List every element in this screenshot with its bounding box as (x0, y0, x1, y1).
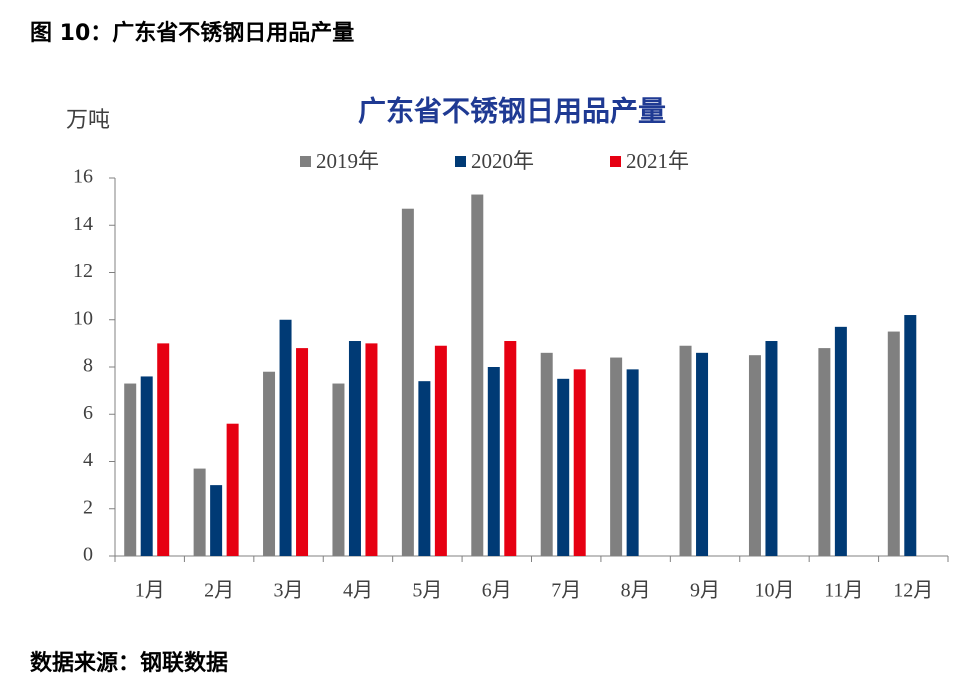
legend-swatch (610, 156, 621, 167)
x-tick-label: 7月 (551, 580, 581, 602)
x-tick-label: 11月 (824, 580, 863, 602)
legend-label: 2021年 (626, 149, 689, 173)
x-tick-label: 3月 (274, 580, 304, 602)
x-tick-label: 2月 (204, 580, 234, 602)
bar (504, 341, 517, 556)
y-tick-label: 4 (83, 449, 93, 471)
y-tick-label: 14 (73, 213, 93, 235)
y-tick-label: 2 (83, 496, 93, 518)
bar (679, 345, 692, 556)
bar (887, 331, 900, 556)
x-tick-label: 8月 (621, 580, 651, 602)
x-tick-label: 12月 (893, 580, 933, 602)
bar (626, 369, 639, 556)
bar (140, 376, 153, 556)
x-tick-label: 5月 (412, 580, 442, 602)
bar (296, 348, 309, 556)
bar (696, 352, 709, 556)
bar (332, 383, 345, 556)
bar (573, 369, 586, 556)
bar (263, 371, 276, 556)
x-tick-label: 6月 (482, 580, 512, 602)
legend-label: 2020年 (471, 149, 534, 173)
bar (365, 343, 378, 556)
bar (904, 315, 917, 556)
bar (418, 381, 431, 556)
bar (124, 383, 137, 556)
x-tick-label: 10月 (754, 580, 794, 602)
legend-label: 2019年 (316, 149, 379, 173)
bar (487, 367, 500, 556)
x-tick-label: 9月 (690, 580, 720, 602)
x-tick-label: 4月 (343, 580, 373, 602)
y-tick-label: 10 (73, 307, 93, 329)
bar (748, 355, 761, 556)
bar (818, 348, 831, 556)
y-axis-label: 万吨 (66, 107, 110, 132)
bar (157, 343, 170, 556)
y-tick-label: 6 (83, 402, 93, 424)
source: 数据来源：钢联数据 (30, 650, 228, 676)
y-tick-label: 0 (83, 544, 93, 566)
legend-swatch (300, 156, 311, 167)
bar (401, 208, 414, 556)
chart-title: 广东省不锈钢日用品产量 (358, 94, 666, 127)
header: 图 10：广东省不锈钢日用品产量 (30, 20, 354, 46)
bar (471, 194, 484, 556)
x-tick-label: 1月 (135, 580, 165, 602)
y-tick-label: 16 (73, 166, 93, 188)
bar (279, 319, 292, 556)
bar (226, 423, 239, 556)
bar (434, 345, 447, 556)
bar (540, 352, 553, 556)
bar (348, 341, 361, 556)
bar (210, 485, 223, 556)
bar (834, 326, 847, 556)
y-tick-label: 8 (83, 355, 93, 377)
bar (765, 341, 778, 556)
bar (557, 378, 570, 556)
bar (610, 357, 623, 556)
legend-swatch (455, 156, 466, 167)
bar (193, 468, 206, 556)
y-tick-label: 12 (73, 260, 93, 282)
